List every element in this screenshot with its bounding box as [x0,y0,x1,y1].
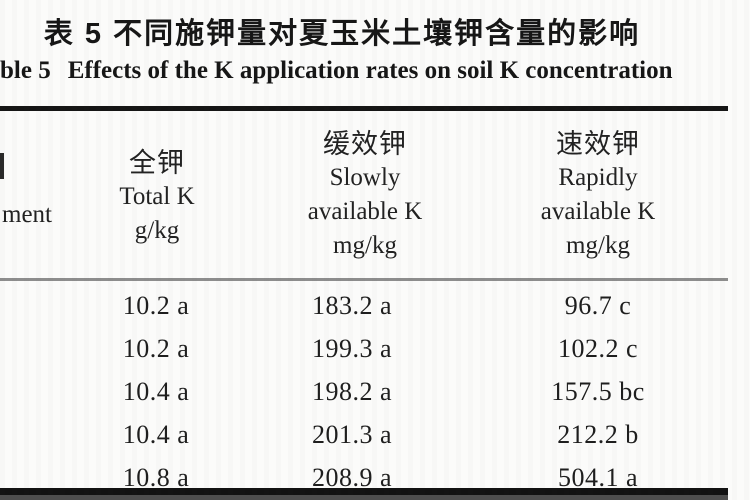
table-title-english-main: Effects of the K application rates on so… [67,57,673,84]
cell-rapidly-k: 504.1 a [557,463,639,492]
cell-rapidly-k: 212.2 b [557,420,639,449]
header-slowly-k-cn: 缓效钾 [323,129,407,159]
table-title-chinese: 表 5 不同施钾量对夏玉米土壤钾含量的影响 [43,18,641,50]
table-bottom-rule [0,488,728,495]
header-separator-rule [0,278,728,281]
table-title-english: ble 5 Effects of the K application rates… [0,57,750,85]
cell-slowly-k: 201.3 a [311,420,393,449]
cell-total-k: 10.8 a [122,463,190,492]
header-treatment: ment [2,201,52,228]
cell-total-k: 10.2 a [122,291,190,320]
header-rapidly-k-en2: available K [540,198,656,225]
table-bottom-rule-shadow [0,495,728,500]
cell-total-k: 10.4 a [122,420,190,449]
table-top-rule [0,106,728,111]
header-rapidly-k-unit: mg/kg [566,232,630,259]
header-total-k: 全钾 Total K g/kg [119,146,194,248]
header-total-k-unit: g/kg [134,217,180,244]
table-title-english-prefix: ble 5 [0,57,51,84]
cell-slowly-k: 208.9 a [311,463,393,492]
cell-slowly-k: 183.2 a [311,291,393,320]
cell-total-k: 10.2 a [122,334,190,363]
header-rapidly-k-en1: Rapidly [558,164,638,191]
header-rapidly-k-cn: 速效钾 [556,129,640,159]
cell-rapidly-k: 102.2 c [557,334,639,363]
cell-slowly-k: 199.3 a [311,334,393,363]
truncated-char-fragment [0,153,4,179]
header-rapidly-available-k: 速效钾 Rapidly available K mg/kg [541,127,656,263]
cell-slowly-k: 198.2 a [311,377,393,406]
header-slowly-k-unit: mg/kg [333,232,397,259]
header-slowly-k-en2: available K [307,198,423,225]
header-slowly-available-k: 缓效钾 Slowly available K mg/kg [308,127,423,263]
cell-total-k: 10.4 a [122,377,190,406]
header-total-k-en: Total K [119,183,195,210]
header-total-k-cn: 全钾 [128,148,185,178]
cell-rapidly-k: 157.5 bc [551,377,645,406]
cell-rapidly-k: 96.7 c [564,291,632,320]
header-slowly-k-en1: Slowly [329,164,401,191]
